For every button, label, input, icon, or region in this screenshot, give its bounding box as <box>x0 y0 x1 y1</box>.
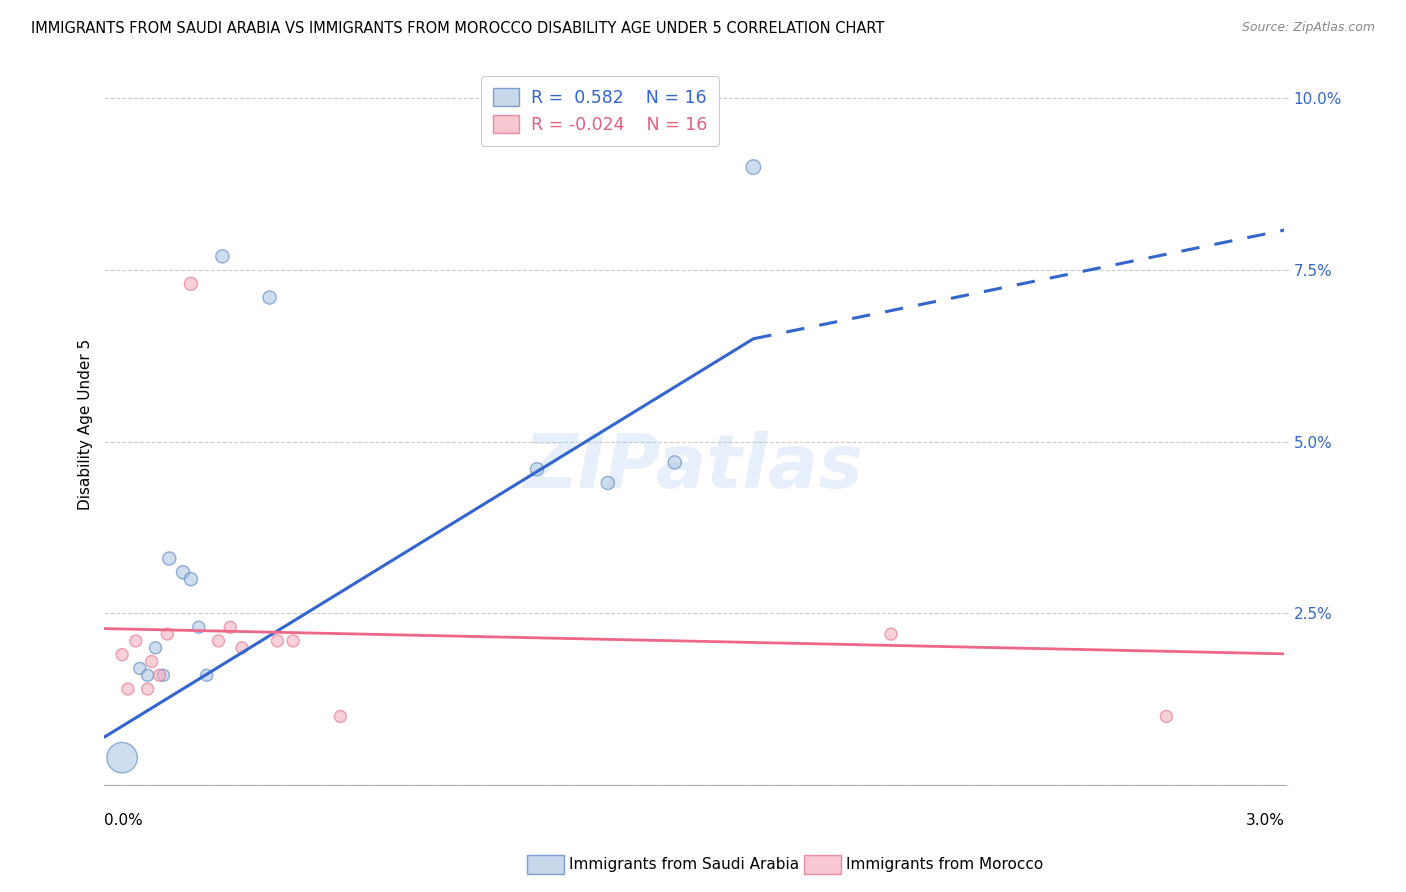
Point <box>180 572 202 586</box>
Point <box>1156 709 1178 723</box>
Text: Immigrants from Morocco: Immigrants from Morocco <box>846 857 1043 871</box>
Text: ZIPatlas: ZIPatlas <box>524 432 865 504</box>
Point <box>111 750 134 764</box>
Point <box>141 655 163 669</box>
Point <box>219 620 242 634</box>
Point <box>742 160 765 174</box>
Point <box>136 681 159 696</box>
Text: Immigrants from Saudi Arabia: Immigrants from Saudi Arabia <box>569 857 800 871</box>
Point <box>207 634 229 648</box>
Point <box>526 462 548 476</box>
Point <box>195 668 218 682</box>
Point <box>211 249 233 263</box>
Point <box>136 668 159 682</box>
Text: Source: ZipAtlas.com: Source: ZipAtlas.com <box>1241 21 1375 34</box>
Text: IMMIGRANTS FROM SAUDI ARABIA VS IMMIGRANTS FROM MOROCCO DISABILITY AGE UNDER 5 C: IMMIGRANTS FROM SAUDI ARABIA VS IMMIGRAN… <box>31 21 884 36</box>
Point <box>157 551 180 566</box>
Point <box>187 620 209 634</box>
Point <box>180 277 202 291</box>
Point <box>880 627 903 641</box>
Text: 0.0%: 0.0% <box>104 813 143 828</box>
Point <box>117 681 139 696</box>
Point <box>148 668 170 682</box>
Text: 3.0%: 3.0% <box>1246 813 1285 828</box>
Point <box>125 634 148 648</box>
Point <box>329 709 352 723</box>
Point <box>145 640 167 655</box>
Point <box>664 455 686 469</box>
Point <box>283 634 305 648</box>
Y-axis label: Disability Age Under 5: Disability Age Under 5 <box>79 339 93 510</box>
Point <box>266 634 288 648</box>
Point <box>231 640 253 655</box>
Point <box>156 627 179 641</box>
Point <box>259 291 281 305</box>
Legend: R =  0.582    N = 16, R = -0.024    N = 16: R = 0.582 N = 16, R = -0.024 N = 16 <box>481 77 720 146</box>
Point <box>128 661 150 675</box>
Point <box>596 475 619 490</box>
Point <box>111 648 134 662</box>
Point <box>172 566 194 580</box>
Point <box>152 668 174 682</box>
